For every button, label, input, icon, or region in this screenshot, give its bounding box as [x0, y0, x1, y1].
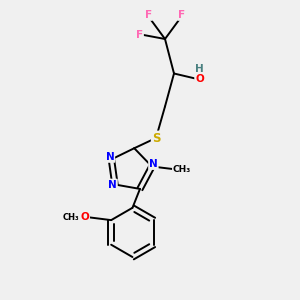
Text: CH₃: CH₃ [173, 165, 191, 174]
Text: O: O [80, 212, 89, 222]
Text: S: S [152, 131, 160, 145]
Text: F: F [136, 29, 143, 40]
Text: H: H [195, 64, 204, 74]
Text: F: F [178, 10, 185, 20]
Text: F: F [145, 10, 152, 20]
Text: CH₃: CH₃ [62, 213, 79, 222]
Text: O: O [195, 74, 204, 85]
Text: N: N [149, 159, 158, 169]
Text: N: N [106, 152, 114, 162]
Text: N: N [108, 179, 117, 190]
